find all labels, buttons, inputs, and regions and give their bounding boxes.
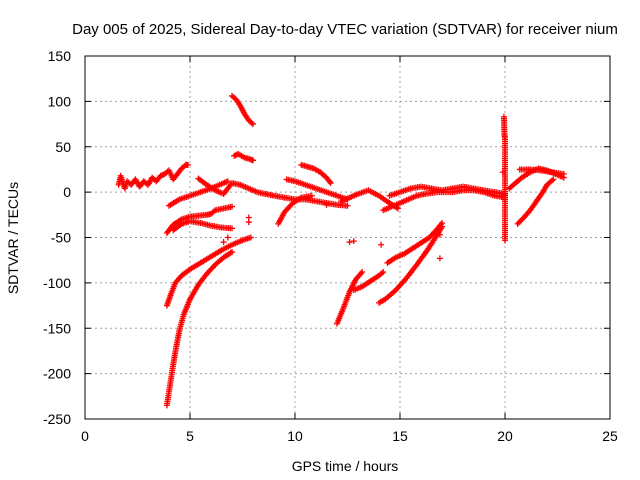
data-point (224, 178, 231, 185)
data-point (229, 225, 235, 232)
y-axis-label: SDTVAR / TECUs (5, 182, 21, 294)
series-track-mid-rise-2 (350, 268, 387, 294)
x-tick-label: 20 (497, 428, 513, 444)
data-point (323, 201, 330, 208)
data-point (502, 237, 508, 244)
y-tick-label: 50 (55, 139, 71, 155)
data-point (436, 231, 443, 238)
data-point (549, 177, 556, 184)
data-point (184, 161, 191, 168)
series-isolated-points (220, 169, 508, 262)
grid (85, 56, 610, 419)
data-point (436, 255, 443, 262)
series-track-rise-near-7 (166, 178, 231, 209)
series-track-20h-spike (500, 113, 508, 244)
data-point (560, 170, 567, 177)
data-point (250, 121, 256, 128)
y-tick-label: 150 (48, 48, 72, 64)
x-tick-label: 25 (602, 428, 618, 444)
series-track-10h-flat (283, 176, 351, 203)
data-point (308, 192, 315, 199)
series-track-40-7h (231, 151, 256, 164)
y-tick-label: 100 (48, 93, 72, 109)
data-point (224, 234, 231, 241)
series-track-14h-mid (384, 219, 445, 266)
x-tick-label: 15 (392, 428, 408, 444)
data-point (220, 239, 227, 246)
y-tick-label: -50 (51, 230, 71, 246)
data-point (346, 239, 353, 246)
series-track-21h-rise (514, 176, 557, 227)
data-point (245, 214, 252, 221)
series-track-rise-9h (275, 192, 315, 227)
data-point (378, 241, 385, 248)
axis-ticks: 0 5 10 15 20 25 -250 -200 -150 -100 -50 0 50 100 150 (43, 48, 618, 444)
data-point (229, 203, 235, 210)
y-tick-label: -250 (43, 411, 71, 427)
y-tick-label: -200 (43, 366, 71, 382)
x-axis-label: GPS time / hours (292, 458, 399, 474)
series-track-13h-rise (338, 187, 401, 212)
series-tracks-early-cluster (115, 161, 191, 192)
chart-title: Day 005 of 2025, Sidereal Day-to-day VTE… (72, 21, 618, 38)
data-point (499, 169, 506, 176)
series-track-descent-4 (170, 218, 235, 234)
data-point (250, 157, 256, 164)
data-point (439, 219, 445, 226)
x-tick-label: 0 (81, 428, 89, 444)
series-track-mid-rise (334, 268, 366, 327)
series-track-30-10h (298, 161, 334, 187)
data-point (350, 238, 357, 245)
series-track-deep-descent (163, 249, 235, 409)
y-tick-label: 0 (63, 184, 71, 200)
series-track-descent-2 (163, 234, 254, 309)
data-point (327, 180, 334, 187)
data-point (359, 268, 366, 275)
data-point (550, 176, 557, 183)
x-tick-label: 5 (186, 428, 194, 444)
data-point (229, 249, 235, 256)
series-track-21h-top (516, 166, 567, 177)
y-tick-label: -100 (43, 275, 71, 291)
data-point (380, 268, 387, 275)
series-track-14h-steep (376, 223, 445, 306)
plot-frame (84, 55, 611, 420)
data-point (247, 234, 254, 241)
y-tick-label: -150 (43, 320, 71, 336)
x-tick-label: 10 (287, 428, 303, 444)
series-track-descent-3 (163, 203, 235, 236)
series-track-peak-7h (229, 92, 256, 128)
data-points (115, 92, 567, 409)
data-point (344, 202, 351, 209)
